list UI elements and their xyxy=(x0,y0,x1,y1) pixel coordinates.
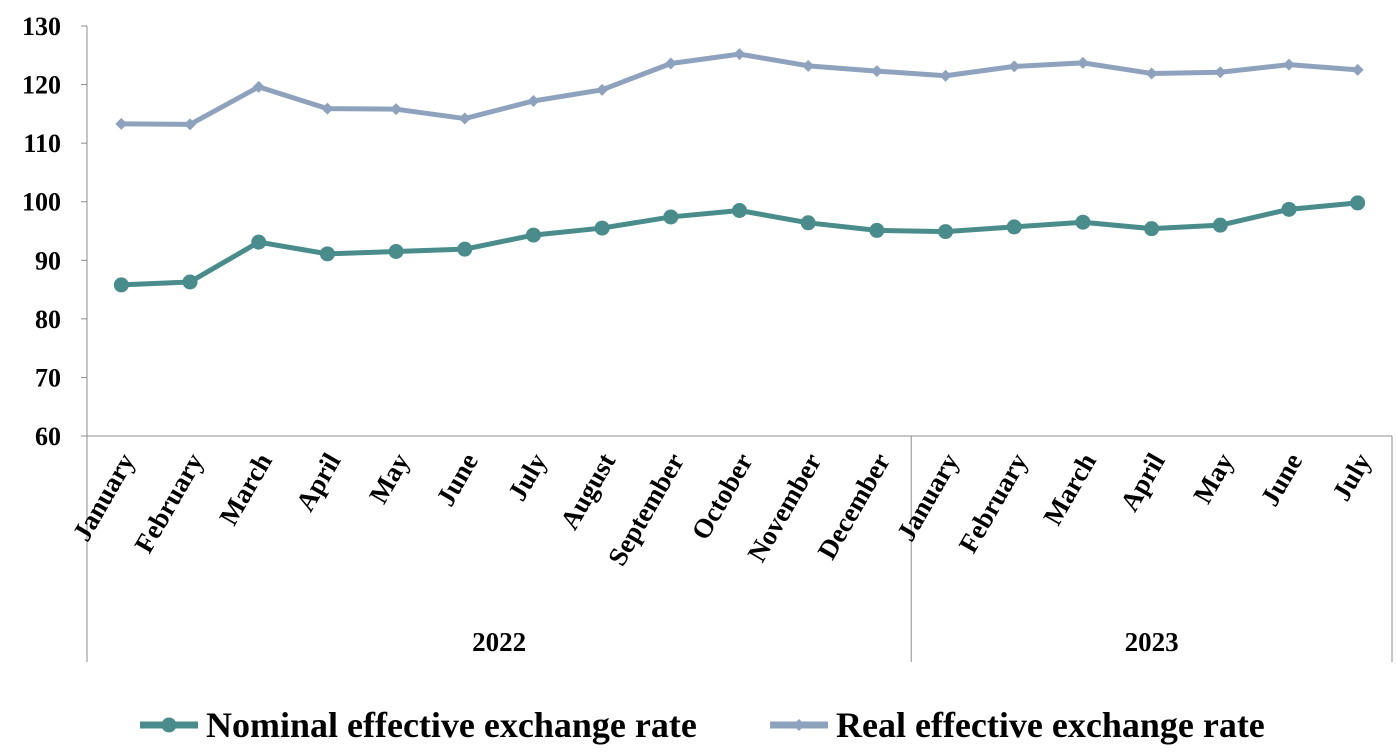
y-tick-label: 110 xyxy=(23,129,61,158)
x-tick-label: January xyxy=(67,448,141,547)
y-tick-label: 80 xyxy=(35,305,61,334)
x-tick-label: February xyxy=(953,448,1034,558)
data-point xyxy=(1214,66,1227,79)
x-tick-label: August xyxy=(554,448,621,534)
x-tick-label: June xyxy=(1254,448,1308,511)
data-point xyxy=(869,222,885,238)
legend-swatch-nominal xyxy=(140,717,198,733)
legend-swatch-real xyxy=(770,719,828,731)
x-tick-label: July xyxy=(1326,448,1377,506)
data-point xyxy=(1076,56,1089,69)
data-point xyxy=(939,69,952,82)
x-tick-label: May xyxy=(1187,448,1239,509)
data-point xyxy=(319,246,335,262)
data-point xyxy=(184,118,197,131)
data-point xyxy=(388,244,404,259)
group-label: 2022 xyxy=(472,627,526,657)
legend-label-nominal: Nominal effective exchange rate xyxy=(206,705,697,745)
x-tick-label: October xyxy=(685,448,758,545)
data-point xyxy=(1282,58,1295,71)
legend-label-real: Real effective exchange rate xyxy=(836,705,1265,745)
data-point xyxy=(1350,195,1366,211)
data-point xyxy=(252,80,265,93)
data-point xyxy=(596,83,609,96)
data-point xyxy=(802,59,815,72)
data-point xyxy=(800,215,816,231)
data-point xyxy=(113,277,129,293)
data-point xyxy=(1144,221,1160,237)
data-point xyxy=(1351,63,1364,76)
y-tick-label: 100 xyxy=(22,188,61,217)
x-tick-label: March xyxy=(213,448,278,530)
data-point xyxy=(182,274,198,290)
data-point xyxy=(321,102,334,115)
x-tick-label: April xyxy=(290,448,347,517)
x-tick-label: April xyxy=(1114,448,1171,517)
data-point xyxy=(663,209,679,225)
x-tick-label: March xyxy=(1037,448,1102,530)
x-tick-label: January xyxy=(891,448,965,547)
y-tick-label: 70 xyxy=(35,363,61,392)
data-point xyxy=(458,112,471,125)
y-tick-label: 60 xyxy=(35,422,61,451)
y-tick-label: 90 xyxy=(35,246,61,275)
data-point xyxy=(733,48,746,61)
data-point xyxy=(664,57,677,70)
data-point xyxy=(1075,214,1091,230)
data-point xyxy=(525,227,541,243)
x-tick-label: June xyxy=(430,448,484,511)
group-label: 2023 xyxy=(1125,627,1179,657)
series-line xyxy=(118,51,1361,127)
data-point xyxy=(732,203,747,218)
data-point xyxy=(527,94,540,107)
chart-legend: Nominal effective exchange rate Real eff… xyxy=(0,700,1396,750)
x-tick-label: July xyxy=(502,448,553,506)
x-tick-label: February xyxy=(128,448,209,558)
data-point xyxy=(1006,219,1022,235)
legend-item-real: Real effective exchange rate xyxy=(768,700,1265,750)
data-point xyxy=(870,65,883,78)
data-point xyxy=(594,220,610,236)
legend-item-nominal: Nominal effective exchange rate xyxy=(138,700,697,750)
data-point xyxy=(1212,217,1228,233)
y-tick-label: 130 xyxy=(22,12,61,41)
data-point xyxy=(938,224,954,240)
data-point xyxy=(1008,60,1021,73)
data-point xyxy=(251,234,267,250)
data-point xyxy=(1281,201,1297,217)
y-tick-label: 120 xyxy=(22,71,61,100)
data-point xyxy=(457,241,473,257)
data-point xyxy=(1145,67,1158,80)
data-point xyxy=(390,103,403,116)
x-tick-label: May xyxy=(363,448,415,509)
data-point xyxy=(115,117,128,130)
